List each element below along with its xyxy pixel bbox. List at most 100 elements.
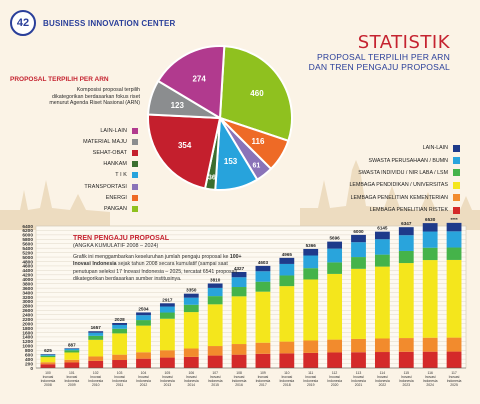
y-tick-label: 5200 (22, 250, 33, 256)
bar-segment-lain-lain (327, 241, 343, 249)
pie-legend-swatch (132, 138, 138, 145)
x-category-label: 104 Inovasi Indonesia 2012 (136, 371, 151, 387)
bar-segment-lembaga-penelitian-kementerian (422, 337, 438, 352)
bar-segment-swasta-individu-nir-laba-lsm (207, 296, 223, 305)
bar-chart-subtitle: (ANGKA KUMULATIF 2008 – 2024) (73, 243, 159, 249)
bar-segment-swasta-perusahaan-bumn (303, 255, 319, 269)
bar-segment-lain-lain (88, 331, 104, 333)
y-tick-label: 2200 (22, 317, 33, 323)
bar-legend-label: SWASTA PERUSAHAAN / BUMN (368, 157, 448, 164)
y-tick-label: 3400 (22, 290, 33, 296)
bar-segment-swasta-individu-nir-laba-lsm (398, 250, 414, 264)
y-tick-label: 3000 (22, 299, 33, 305)
bar-segment-lembaga-penelitian-kementerian (112, 354, 128, 361)
bar-segment-swasta-individu-nir-laba-lsm (327, 262, 343, 274)
pie-legend-swatch (132, 149, 138, 156)
bar-segment-lembaga-penelitian-kementerian (136, 352, 151, 359)
pie-value-label: 61 (253, 162, 261, 169)
y-tick-label: 2000 (22, 321, 33, 327)
bar-segment-lain-lain (422, 223, 438, 232)
page-header: 42 BUSINESS INNOVATION CENTER (10, 10, 175, 36)
y-tick-label: 1200 (22, 339, 33, 345)
bar-segment-swasta-perusahaan-bumn (136, 315, 151, 321)
bar-total-label: 4603 (258, 260, 269, 265)
pie-legend-swatch (132, 194, 138, 201)
pie-legend-swatch (132, 172, 138, 179)
pie-legend-label: TRANSPORTASI (84, 183, 127, 190)
bar-total-label: 4327 (234, 266, 245, 271)
bar-segment-lembaga-penelitian-ristek (183, 356, 199, 368)
pie-legend-swatch (132, 205, 138, 212)
bar-segment-lain-lain (112, 323, 128, 325)
bar-segment-lembaga-penelitian-ristek (279, 353, 295, 368)
bar-legend: LAIN-LAIN SWASTA PERUSAHAAN / BUMN SWASTA … (300, 142, 460, 216)
bar-segment-lembaga-penelitian-ristek (303, 352, 319, 368)
y-tick-label: 5600 (22, 242, 33, 248)
bar-legend-swatch (453, 194, 460, 202)
pie-legend-swatch (132, 183, 138, 190)
bar-segment-lembaga-penelitian-ristek (255, 353, 271, 368)
y-tick-label: 1600 (22, 330, 33, 336)
bar-legend-item: LEMBAGA PENDIDIKAN / UNIVERSITAS (300, 179, 460, 191)
bar-segment-lembaga-penelitian-kementerian (207, 346, 223, 356)
pie-legend-item: HANKAM (10, 159, 138, 170)
bar-segment-lembaga-penelitian-kementerian (159, 350, 175, 358)
y-tick-label: 6400 (22, 224, 33, 230)
bar-segment-swasta-perusahaan-bumn (422, 231, 438, 248)
y-tick-label: 5800 (22, 237, 33, 243)
bar-desc-post: sejak tahun 2008 secara kumulatif (sampa… (73, 261, 239, 283)
y-tick-label: 1400 (22, 335, 33, 341)
pie-value-label: 123 (171, 101, 185, 110)
pie-value-label: 116 (252, 137, 265, 146)
pie-value-label: 153 (224, 157, 238, 166)
bar-segment-swasta-individu-nir-laba-lsm (40, 355, 56, 358)
bar-segment-lain-lain (159, 303, 175, 307)
bar-segment-swasta-individu-nir-laba-lsm (159, 312, 175, 319)
bar-segment-swasta-individu-nir-laba-lsm (88, 335, 104, 340)
y-tick-label: 2800 (22, 304, 33, 310)
pie-slice-lain-lain (156, 45, 226, 120)
y-tick-label: 6000 (22, 233, 33, 239)
bar-segment-lembaga-penelitian-ristek (351, 352, 366, 368)
bar-legend-swatch (453, 144, 460, 152)
bar-legend-swatch (453, 181, 460, 189)
bar-total-label: 5366 (306, 243, 317, 248)
x-category-label: 114 Inovasi Indonesia 2022 (375, 371, 390, 387)
header-title: BUSINESS INNOVATION CENTER (43, 18, 176, 28)
statistik-subtitle-line1: PROPOSAL TERPILIH PER ARN (317, 52, 450, 62)
y-tick-label: 2400 (22, 313, 33, 319)
bar-total-label: 5696 (329, 236, 340, 241)
bar-segment-swasta-perusahaan-bumn (64, 348, 80, 351)
bar-segment-lembaga-pendidikan-universitas (159, 318, 175, 351)
bar-segment-lembaga-penelitian-kementerian (255, 342, 271, 354)
pie-legend-label: SEHAT-OBAT (92, 149, 127, 156)
x-category-label: 101 Inovasi Indonesia 2009 (64, 371, 79, 387)
x-category-label: 111 Inovasi Indonesia 2019 (303, 371, 318, 387)
y-tick-label: 3600 (22, 286, 33, 292)
bar-total-label: 2504 (138, 306, 149, 311)
bar-total-label: 6347 (401, 221, 412, 226)
bar-segment-lain-lain (279, 257, 295, 264)
y-tick-label: 600 (25, 352, 33, 358)
bar-segment-lembaga-pendidikan-universitas (255, 291, 271, 343)
bar-segment-lembaga-pendidikan-universitas (374, 266, 390, 339)
pie-legend-item: SEHAT-OBAT (10, 147, 138, 158)
bar-segment-lembaga-penelitian-kementerian (351, 338, 366, 353)
x-category-label: 103 Inovasi Indonesia 2011 (112, 371, 127, 387)
bar-legend-label: LEMBAGA PENELITIAN KEMENTERIAN (350, 194, 448, 201)
bar-segment-lembaga-penelitian-ristek (231, 354, 247, 368)
bar-legend-item: LEMBAGA PENELITIAN RISTEK (300, 204, 460, 216)
bar-segment-swasta-individu-nir-laba-lsm (279, 275, 295, 287)
x-category-label: 105 Inovasi Indonesia 2013 (160, 371, 175, 387)
bar-segment-lain-lain (255, 265, 271, 272)
bar-segment-swasta-perusahaan-bumn (327, 248, 343, 263)
bar-segment-lembaga-pendidikan-universitas (207, 304, 223, 347)
pie-legend: LAIN-LAIN MATERIAL MAJU SEHAT-OBAT HANKAM T … (10, 125, 138, 215)
bar-segment-lembaga-penelitian-ristek (398, 351, 414, 368)
y-tick-label: 3800 (22, 281, 33, 287)
pie-legend-swatch (132, 127, 138, 134)
bar-segment-swasta-perusahaan-bumn (446, 231, 462, 248)
bar-segment-lain-lain (374, 231, 390, 240)
pie-slice-pangan (218, 45, 293, 143)
bar-total-label: 6145 (377, 226, 388, 231)
